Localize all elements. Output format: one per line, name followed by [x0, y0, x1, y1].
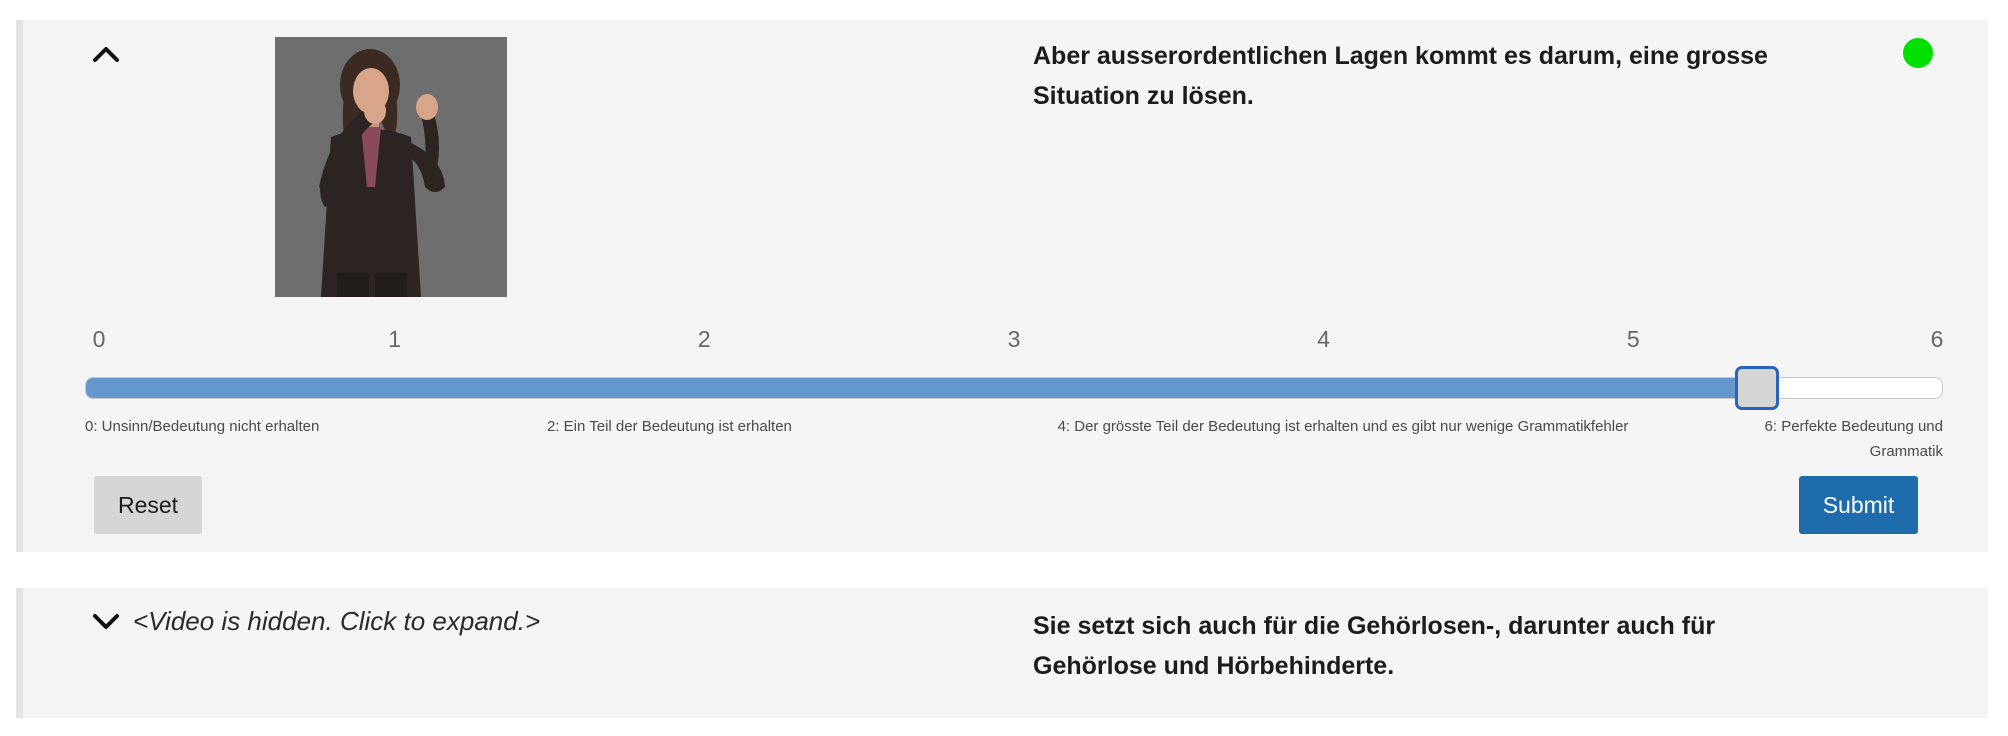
video-hidden-note[interactable]: <Video is hidden. Click to expand.> — [133, 606, 541, 636]
rating-description-4: 4: Der grösste Teil der Bedeutung ist er… — [1057, 418, 1629, 435]
rating-slider-track[interactable] — [85, 377, 1943, 399]
rating-description-6: 6: Perfekte Bedeutung und Grammatik — [1764, 418, 1943, 460]
translation-item-1: Aber ausserordentlichen Lagen kommt es d… — [16, 20, 1988, 552]
tick-label-0: 0 — [92, 326, 106, 352]
tick-label-1: 1 — [388, 326, 402, 352]
rating-slider-handle[interactable] — [1735, 366, 1780, 410]
chevron-down-icon — [93, 614, 119, 629]
signer-figure-icon — [275, 37, 507, 297]
reset-button[interactable]: Reset — [94, 476, 202, 534]
status-indicator — [1903, 38, 1933, 68]
sign-language-video[interactable] — [275, 37, 507, 297]
tick-label-2: 2 — [697, 326, 711, 352]
rating-description-0: 0: Unsinn/Bedeutung nicht erhalten — [85, 418, 320, 435]
collapse-toggle[interactable] — [90, 42, 122, 66]
translation-item-2: <Video is hidden. Click to expand.> Sie … — [16, 588, 1988, 718]
tick-label-4: 4 — [1317, 326, 1331, 352]
tick-label-6: 6 — [1930, 326, 1944, 352]
tick-label-5: 5 — [1626, 326, 1640, 352]
tick-label-3: 3 — [1007, 326, 1021, 352]
rating-slider-fill — [86, 378, 1757, 398]
sentence-text: Aber ausserordentlichen Lagen kommt es d… — [1033, 42, 1768, 110]
sentence-text: Sie setzt sich auch für die Gehörlosen-,… — [1033, 612, 1716, 680]
rating-description-2: 2: Ein Teil der Bedeutung ist erhalten — [547, 418, 792, 435]
submit-button[interactable]: Submit — [1799, 476, 1918, 534]
chevron-up-icon — [93, 47, 119, 62]
expand-toggle[interactable] — [90, 610, 122, 634]
